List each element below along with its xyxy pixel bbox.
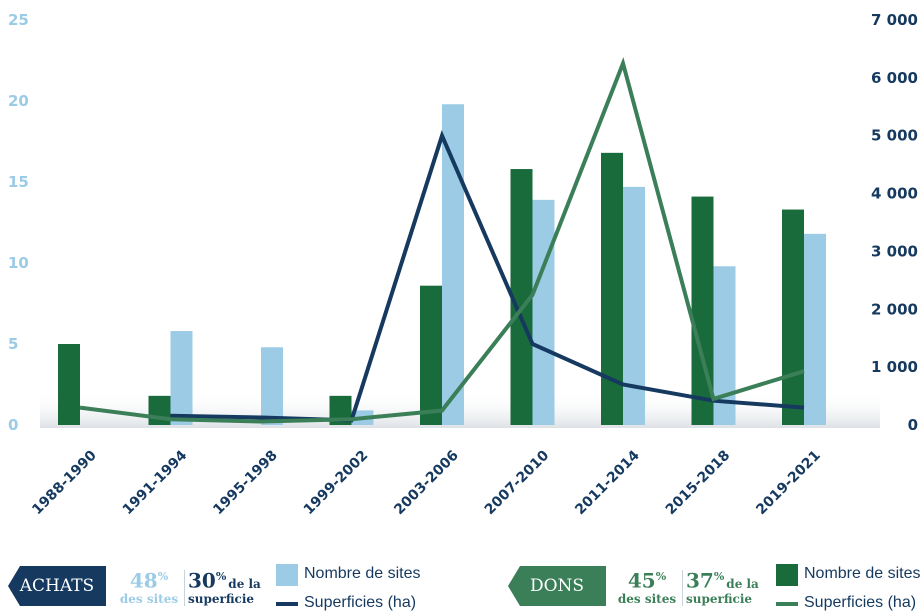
x-tick-label: 2007-2010	[482, 447, 553, 518]
dons-area-label-1: de la	[726, 576, 759, 591]
y-left-tick-label: 5	[8, 335, 18, 353]
dons-sites-stat: 45% des sites	[612, 566, 682, 606]
x-tick-label: 2003-2006	[391, 448, 462, 519]
dons-tag: DONS	[508, 566, 606, 606]
bar-dons-1988-1990	[58, 344, 80, 425]
x-tick-label: 2015-2018	[663, 448, 734, 519]
legend-achats: ACHATS 48% des sites 30%de la superficie…	[8, 562, 448, 612]
achats-bar-swatch	[276, 564, 298, 586]
x-tick-label: 2011-2014	[572, 447, 643, 518]
bar-dons-2015-2018	[691, 196, 714, 425]
bar-dons-2011-2014	[601, 152, 623, 425]
achats-separator	[184, 570, 185, 606]
achats-sites-label: des sites	[119, 591, 179, 606]
achats-line-label: Superficies (ha)	[304, 594, 417, 611]
bar-achats-2019-2021	[804, 233, 826, 425]
y-right-tick-label: 2 000	[871, 300, 918, 318]
line-dons-superficies	[79, 57, 805, 424]
achats-area-stat: 30%de la superficie	[188, 566, 272, 606]
bar-achats-2007-2010	[532, 199, 555, 425]
bar-achats-1995-1998	[261, 347, 283, 425]
achats-pct-sites-sym: %	[157, 570, 169, 583]
x-tick-label: 1995-1998	[210, 448, 281, 519]
y-right-tick-label: 1 000	[871, 358, 918, 376]
bar-achats-2011-2014	[623, 186, 645, 425]
achats-tag: ACHATS	[8, 566, 106, 606]
dons-separator	[682, 570, 683, 606]
legend-dons: DONS 45% des sites 37%de la superficie N…	[508, 562, 922, 612]
y-left-tick-label: 25	[8, 11, 29, 29]
x-tick-label: 1988-1990	[29, 447, 100, 518]
y-right-tick-label: 7 000	[871, 11, 918, 29]
dons-bar-label: Nombre de sites	[804, 565, 921, 582]
x-tick-label: 1991-1994	[120, 447, 191, 518]
achats-pct-area: 30	[188, 568, 216, 593]
y-left-tick-label: 10	[8, 254, 29, 272]
bar-achats-1991-1994	[170, 331, 193, 425]
y-left-tick-label: 15	[8, 173, 29, 191]
dons-area-label-2: superficie	[686, 591, 753, 606]
y-left-tick-label: 0	[8, 416, 18, 434]
achats-area-label-1: de la	[228, 576, 261, 591]
bar-dons-2019-2021	[782, 209, 804, 425]
dons-area-stat: 37%de la superficie	[686, 566, 770, 606]
dons-bar-swatch	[776, 564, 798, 586]
y-right-tick-label: 6 000	[871, 69, 918, 87]
achats-sites-stat: 48% des sites	[114, 566, 184, 606]
x-tick-label: 1999-2002	[301, 448, 372, 519]
chart: 0 5 10 15 20 25 0 1 000 2 000 3 000 4 000 5 000 6 0…	[8, 11, 918, 519]
dons-pct-sites-sym: %	[655, 570, 667, 583]
dons-sites-label: des sites	[617, 591, 677, 606]
dons-pct-area-sym: %	[713, 570, 725, 583]
achats-pct-area-sym: %	[215, 570, 227, 583]
y-right-tick-label: 0	[908, 416, 918, 434]
y-right-tick-label: 5 000	[871, 127, 918, 145]
bar-dons-2007-2010	[510, 169, 533, 425]
bar-dons-2003-2006	[420, 285, 442, 425]
y-left-tick-label: 20	[8, 92, 29, 110]
dons-line-swatch	[776, 602, 798, 606]
y-right-tick-label: 4 000	[871, 185, 918, 203]
achats-area-label-2: superficie	[188, 591, 255, 606]
dons-pct-area: 37	[686, 568, 714, 593]
bar-achats-2015-2018	[713, 266, 736, 425]
achats-pct-sites: 48	[129, 568, 158, 593]
line-achats-superficies	[170, 130, 805, 423]
achats-bar-label: Nombre de sites	[304, 565, 421, 582]
x-tick-label: 2019-2021	[753, 448, 824, 519]
y-right-tick-label: 3 000	[871, 242, 918, 260]
dons-line-label: Superficies (ha)	[804, 594, 917, 611]
achats-line-swatch	[276, 602, 298, 606]
dons-pct-sites: 45	[627, 568, 656, 593]
bar-achats-2003-2006	[442, 104, 464, 426]
